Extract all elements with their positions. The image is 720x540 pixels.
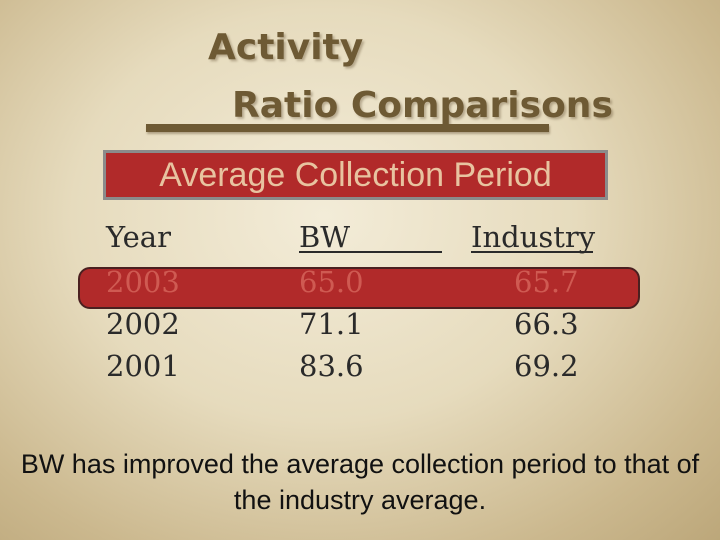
subtitle-text: Average Collection Period xyxy=(159,155,552,194)
table-cell-bw: 65.0 xyxy=(299,265,364,299)
table-cell-year: 2002 xyxy=(106,307,180,341)
slide-title-line-1: Activity xyxy=(208,27,364,68)
industry-header-underline xyxy=(471,251,593,253)
title-underline xyxy=(146,124,549,132)
highlight-row-band xyxy=(78,267,640,309)
conclusion-note: BW has improved the average collection p… xyxy=(20,449,700,515)
slide-title-line-2: Ratio Comparisons xyxy=(232,85,613,126)
table-cell-bw: 71.1 xyxy=(299,307,364,341)
column-header-year: Year xyxy=(106,220,171,254)
table-cell-year: 2001 xyxy=(106,349,180,383)
subtitle-banner: Average Collection Period xyxy=(103,150,608,200)
table-cell-year: 2003 xyxy=(106,265,180,299)
table-cell-industry: 65.7 xyxy=(514,265,579,299)
column-header-bw: BW xyxy=(299,220,351,254)
table-cell-bw: 83.6 xyxy=(299,349,364,383)
table-cell-industry: 66.3 xyxy=(514,307,579,341)
table-cell-industry: 69.2 xyxy=(514,349,579,383)
column-header-industry: Industry xyxy=(471,220,596,254)
bw-header-underline xyxy=(299,251,442,253)
